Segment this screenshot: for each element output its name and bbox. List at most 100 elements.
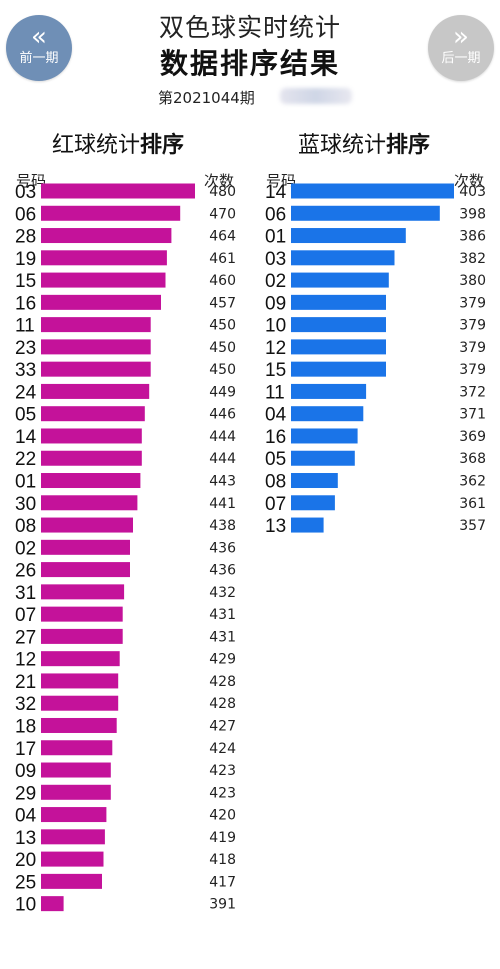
red-ball-count: 391 bbox=[209, 897, 236, 913]
blue-ball-bar bbox=[291, 361, 386, 377]
blue-ball-count: 369 bbox=[459, 429, 486, 445]
blue-ball-number: 03 bbox=[265, 249, 286, 270]
red-ball-bar bbox=[41, 361, 151, 377]
red-ball-count: 427 bbox=[209, 718, 236, 734]
blue-ball-count: 398 bbox=[459, 206, 486, 222]
blue-ball-number: 05 bbox=[265, 449, 286, 470]
red-ball-number: 25 bbox=[15, 872, 36, 893]
blue-ball-number: 02 bbox=[265, 271, 286, 292]
double-chevron-left-icon: « bbox=[31, 22, 47, 52]
period-label: 第2021044期 bbox=[158, 89, 255, 107]
red-ball-count: 444 bbox=[209, 429, 236, 445]
red-ball-number: 03 bbox=[15, 182, 36, 203]
prev-period-button[interactable]: « 前一期 bbox=[6, 15, 72, 81]
red-ball-count: 423 bbox=[209, 785, 236, 801]
red-ball-number: 12 bbox=[15, 650, 36, 671]
red-ball-number: 19 bbox=[15, 249, 36, 270]
red-ball-number: 16 bbox=[15, 293, 36, 314]
red-title-plain: 红球统计 bbox=[52, 133, 141, 158]
blue-ball-count: 403 bbox=[459, 184, 486, 200]
red-ball-number: 21 bbox=[15, 672, 36, 693]
blue-ball-number: 08 bbox=[265, 472, 286, 493]
red-ball-bar bbox=[41, 339, 151, 355]
red-ball-number: 08 bbox=[15, 516, 36, 537]
red-ball-bar bbox=[41, 584, 125, 600]
red-ball-number: 04 bbox=[15, 806, 37, 827]
red-ball-bar bbox=[41, 762, 111, 778]
red-ball-count: 450 bbox=[209, 362, 236, 378]
red-ball-count: 420 bbox=[209, 808, 236, 824]
blue-ball-count: 380 bbox=[459, 273, 486, 289]
red-ball-number: 06 bbox=[15, 204, 36, 225]
blue-ball-bar bbox=[291, 517, 324, 533]
red-ball-number: 29 bbox=[15, 783, 36, 804]
blue-ball-number: 12 bbox=[265, 338, 286, 359]
next-period-button[interactable]: » 后一期 bbox=[428, 15, 494, 81]
red-ball-bar bbox=[41, 740, 113, 756]
blue-count-header: 次数 bbox=[454, 172, 485, 190]
red-ball-count: 480 bbox=[209, 184, 236, 200]
red-ball-number: 33 bbox=[15, 360, 36, 381]
red-ball-number: 18 bbox=[15, 716, 36, 737]
blurred-text bbox=[280, 88, 352, 104]
red-ball-count: 419 bbox=[209, 830, 236, 846]
red-ball-number: 22 bbox=[15, 449, 36, 470]
red-ball-count: 461 bbox=[209, 251, 236, 267]
blue-ball-count: 357 bbox=[459, 518, 486, 534]
blue-ball-count: 362 bbox=[459, 474, 486, 490]
blue-ball-bar bbox=[291, 406, 364, 422]
red-ball-number: 31 bbox=[15, 583, 36, 604]
blue-ball-bar bbox=[291, 228, 406, 244]
prev-period-label: 前一期 bbox=[19, 51, 59, 66]
blue-ball-number: 13 bbox=[265, 516, 286, 537]
red-ball-number: 15 bbox=[15, 271, 36, 292]
red-ball-bar bbox=[41, 317, 151, 333]
red-ball-bar bbox=[41, 517, 133, 533]
blue-ball-number: 06 bbox=[265, 204, 286, 225]
red-ball-bar bbox=[41, 428, 142, 444]
red-ball-bar bbox=[41, 539, 130, 555]
blue-ball-number: 09 bbox=[265, 293, 286, 314]
blue-ball-count: 368 bbox=[459, 451, 486, 467]
red-ball-number: 11 bbox=[15, 316, 35, 337]
blue-ball-bar bbox=[291, 339, 386, 355]
blue-ball-count: 372 bbox=[459, 384, 486, 400]
red-ball-bar bbox=[41, 183, 195, 199]
red-ball-number: 01 bbox=[15, 472, 36, 493]
red-ball-bar bbox=[41, 717, 117, 733]
blue-ball-bar bbox=[291, 383, 367, 399]
blue-ball-count: 379 bbox=[459, 318, 486, 334]
red-ball-count: 446 bbox=[209, 407, 236, 423]
blue-title-bold: 排序 bbox=[386, 133, 431, 158]
red-ball-count: 429 bbox=[209, 652, 236, 668]
blue-ball-count: 379 bbox=[459, 362, 486, 378]
red-ball-count: 431 bbox=[209, 607, 236, 623]
blue-ball-count: 371 bbox=[459, 407, 486, 423]
red-ball-count: 428 bbox=[209, 674, 236, 690]
red-ball-count: 432 bbox=[209, 585, 236, 601]
blue-ball-number: 14 bbox=[265, 182, 287, 203]
red-ball-count: 431 bbox=[209, 629, 236, 645]
red-ball-number: 17 bbox=[15, 739, 36, 760]
red-ball-bar bbox=[41, 205, 181, 221]
blue-ball-section-title: 蓝球统计排序 bbox=[298, 127, 430, 159]
blue-ball-bar bbox=[291, 183, 454, 199]
red-ball-count: 423 bbox=[209, 763, 236, 779]
red-title-bold: 排序 bbox=[140, 133, 185, 158]
blue-ball-number: 01 bbox=[265, 227, 286, 248]
red-ball-count: 460 bbox=[209, 273, 236, 289]
blue-ball-count: 386 bbox=[459, 229, 486, 245]
red-ball-number: 26 bbox=[15, 561, 36, 582]
red-ball-count: 418 bbox=[209, 852, 236, 868]
blue-ball-bar bbox=[291, 294, 386, 310]
blue-ball-bar bbox=[291, 272, 389, 288]
red-ball-bar bbox=[41, 473, 141, 489]
double-chevron-right-icon: » bbox=[453, 22, 469, 52]
blue-ball-number: 11 bbox=[265, 382, 285, 403]
red-ball-count: 438 bbox=[209, 518, 236, 534]
red-ball-number: 20 bbox=[15, 850, 36, 871]
red-ball-number: 05 bbox=[15, 405, 36, 426]
red-ball-count: 436 bbox=[209, 540, 236, 556]
red-ball-count: 424 bbox=[209, 741, 236, 757]
blue-ball-bar bbox=[291, 205, 440, 221]
